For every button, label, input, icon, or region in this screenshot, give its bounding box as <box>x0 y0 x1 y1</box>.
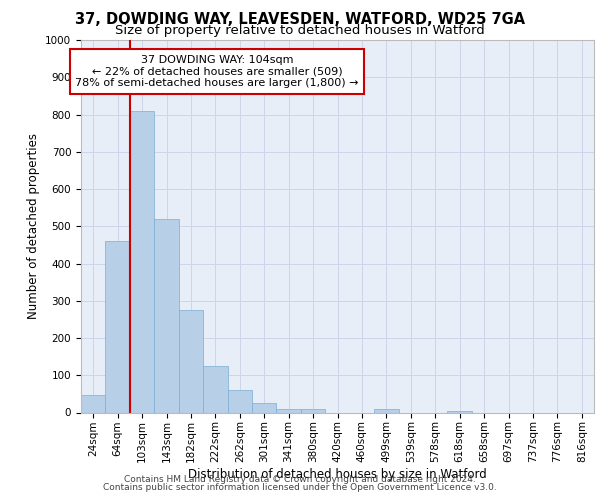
Bar <box>227 390 252 412</box>
Text: Contains public sector information licensed under the Open Government Licence v3: Contains public sector information licen… <box>103 483 497 492</box>
Bar <box>203 366 227 412</box>
Y-axis label: Number of detached properties: Number of detached properties <box>26 133 40 320</box>
Text: 37, DOWDING WAY, LEAVESDEN, WATFORD, WD25 7GA: 37, DOWDING WAY, LEAVESDEN, WATFORD, WD2… <box>75 12 525 28</box>
Text: 37 DOWDING WAY: 104sqm
← 22% of detached houses are smaller (509)
78% of semi-de: 37 DOWDING WAY: 104sqm ← 22% of detached… <box>75 55 359 88</box>
X-axis label: Distribution of detached houses by size in Watford: Distribution of detached houses by size … <box>188 468 487 481</box>
Bar <box>252 403 277 412</box>
Bar <box>179 310 203 412</box>
Bar <box>106 241 130 412</box>
Text: Contains HM Land Registry data © Crown copyright and database right 2024.: Contains HM Land Registry data © Crown c… <box>124 475 476 484</box>
Bar <box>277 409 301 412</box>
Bar <box>448 410 472 412</box>
Bar <box>374 409 398 412</box>
Bar <box>154 219 179 412</box>
Bar <box>81 396 106 412</box>
Bar <box>130 111 154 412</box>
Bar <box>301 409 325 412</box>
Text: Size of property relative to detached houses in Watford: Size of property relative to detached ho… <box>115 24 485 37</box>
